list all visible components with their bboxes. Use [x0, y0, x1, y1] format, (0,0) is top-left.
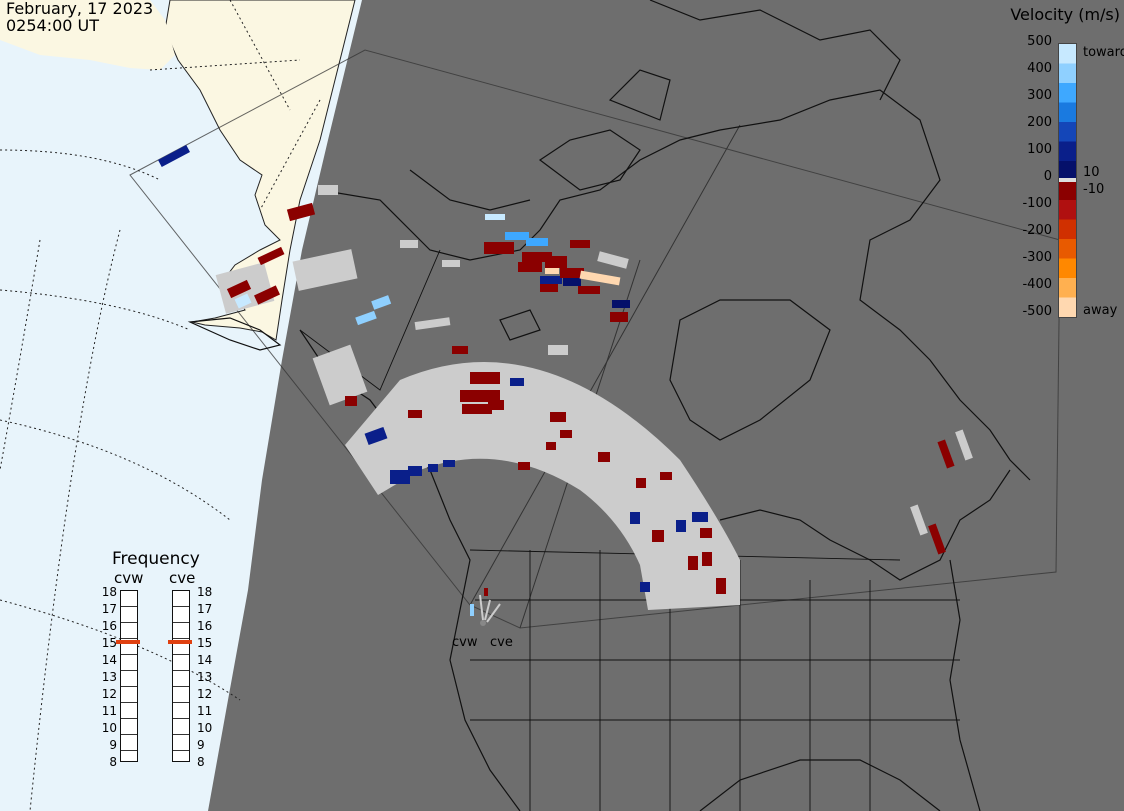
frequency-scale-label-right: 13 [197, 670, 213, 684]
velocity-legend-title: Velocity (m/s) [1010, 5, 1120, 24]
legend-tick-label: -300 [1022, 250, 1052, 265]
frequency-cell [121, 671, 137, 687]
time-label: 0254:00 UT [6, 16, 100, 35]
frequency-radar-cvw: cvw [114, 569, 144, 587]
frequency-cell [173, 671, 189, 687]
frequency-scale-label-left: 16 [101, 619, 117, 633]
ground-scatter [215, 185, 973, 610]
legend-tick-label: -400 [1022, 277, 1052, 292]
frequency-scale-label-right: 18 [197, 585, 213, 599]
legend-tick-label: 500 [1027, 34, 1052, 49]
frequency-scale-label-right: 12 [197, 687, 213, 701]
frequency-scale-label-left: 13 [101, 670, 117, 684]
legend-tick-label: 100 [1027, 142, 1052, 157]
frequency-scale-label-right: 16 [197, 619, 213, 633]
frequency-title: Frequency [112, 549, 200, 569]
frequency-scale-label-right: 8 [197, 755, 205, 769]
legend-inner-tick-pos: 10 [1083, 165, 1100, 180]
frequency-cell [173, 623, 189, 639]
frequency-marker-cve [168, 640, 192, 644]
frequency-scale-label-left: 18 [101, 585, 117, 599]
frequency-cell [121, 591, 137, 607]
frequency-cell [121, 687, 137, 703]
frequency-cell [121, 607, 137, 623]
radar-site-markers [479, 594, 501, 626]
frequency-cell [121, 735, 137, 751]
legend-tick-label: 300 [1027, 88, 1052, 103]
frequency-scale-label-left: 14 [101, 653, 117, 667]
frequency-scale-label-right: 10 [197, 721, 213, 735]
frequency-cell [173, 719, 189, 735]
frequency-cell [173, 687, 189, 703]
frequency-cell [121, 703, 137, 719]
nightside-region [208, 0, 1124, 811]
legend-away-label: away [1083, 303, 1118, 318]
frequency-scale-label-left: 9 [109, 738, 117, 752]
frequency-marker-cvw [116, 640, 140, 644]
frequency-column-cve [172, 590, 190, 762]
frequency-scale-label-left: 12 [101, 687, 117, 701]
frequency-scale-label-left: 11 [101, 704, 117, 718]
frequency-cell [173, 591, 189, 607]
frequency-scale-label-right: 17 [197, 602, 213, 616]
frequency-cell [121, 655, 137, 671]
legend-tick-label: 0 [1043, 169, 1052, 184]
legend-zero-band [1059, 178, 1076, 182]
frequency-cell [173, 639, 189, 655]
legend-tick-label: -100 [1022, 196, 1052, 211]
frequency-scale-label-left: 10 [101, 721, 117, 735]
frequency-cell [173, 607, 189, 623]
frequency-scale-label-left: 15 [101, 636, 117, 650]
legend-toward-label: toward [1083, 45, 1124, 60]
frequency-cell [121, 639, 137, 655]
frequency-scale-label-right: 9 [197, 738, 205, 752]
frequency-scale-label-right: 11 [197, 704, 213, 718]
site-label-cve: cve [490, 635, 513, 650]
site-label-cvw: cvw [452, 635, 478, 650]
frequency-cell [121, 623, 137, 639]
frequency-cell [173, 655, 189, 671]
frequency-radar-cve: cve [169, 569, 196, 587]
frequency-cell [121, 719, 137, 735]
legend-tick-label: -200 [1022, 223, 1052, 238]
timestamp: February, 17 2023 0254:00 UT [6, 0, 153, 34]
legend-tick-label: -500 [1022, 304, 1052, 319]
frequency-scale-label-left: 8 [109, 755, 117, 769]
legend-tick-label: 200 [1027, 115, 1052, 130]
frequency-column-cvw [120, 590, 138, 762]
velocity-colorbar [1058, 43, 1077, 318]
frequency-cell [173, 703, 189, 719]
legend-inner-tick-neg: -10 [1083, 182, 1105, 197]
frequency-scale-label-left: 17 [101, 602, 117, 616]
date-label: February, 17 2023 [6, 0, 154, 18]
legend-tick-label: 400 [1027, 61, 1052, 76]
frequency-scale-label-right: 15 [197, 636, 213, 650]
velocity-cells [157, 144, 955, 616]
frequency-scale-label-right: 14 [197, 653, 213, 667]
graticule-dotted [0, 0, 321, 811]
alaska-west-coast [0, 0, 175, 70]
frequency-cell [173, 735, 189, 751]
